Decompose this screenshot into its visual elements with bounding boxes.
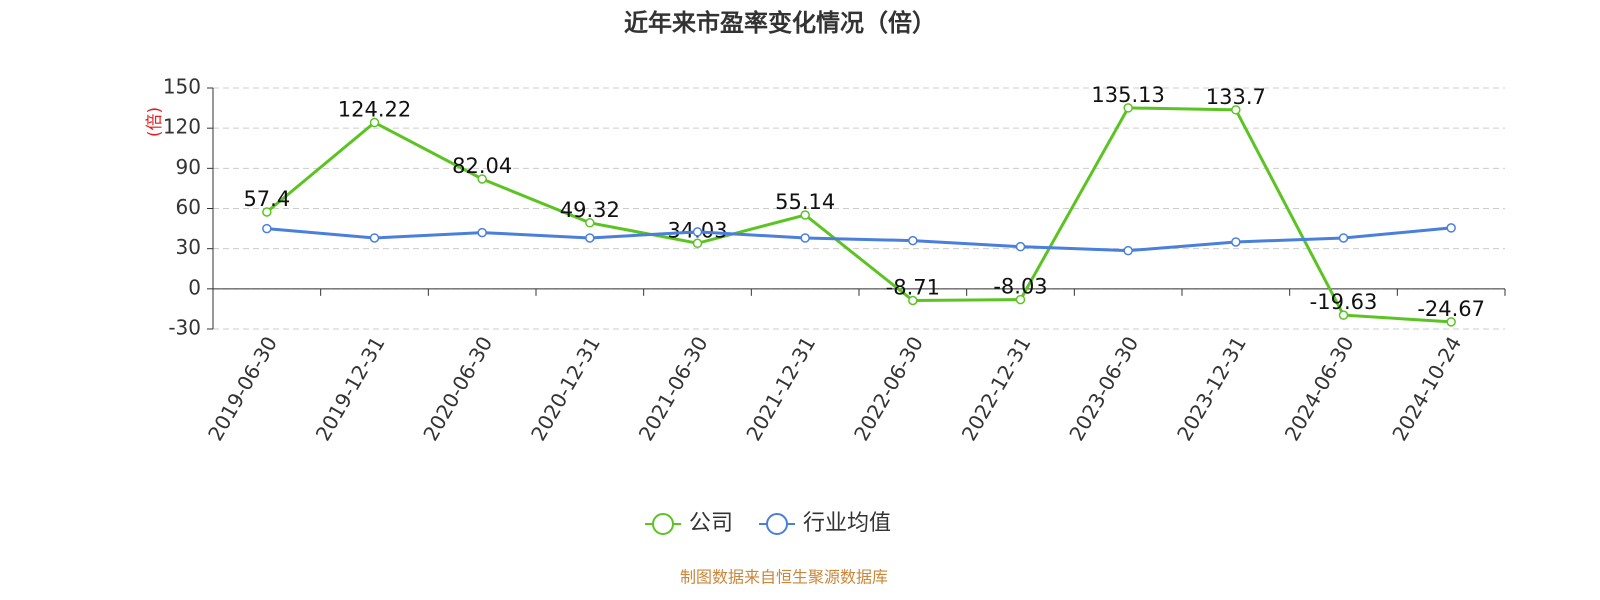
data-point xyxy=(262,207,272,217)
data-point xyxy=(1338,233,1349,243)
data-point xyxy=(585,233,595,243)
data-point xyxy=(908,235,918,246)
legend-marker xyxy=(652,513,674,535)
y-tick-label: 60 xyxy=(176,195,201,219)
y-tick-label: 30 xyxy=(176,235,201,259)
data-point xyxy=(1015,294,1026,305)
x-tick-label: 2020-12-31 xyxy=(526,332,605,445)
data-point xyxy=(1231,105,1241,115)
legend-label: 行业均值 xyxy=(803,511,891,536)
y-tick-label: 0 xyxy=(188,275,201,299)
data-point xyxy=(1446,317,1456,327)
data-label: -8.03 xyxy=(993,275,1047,299)
data-label: 49.32 xyxy=(560,198,620,222)
data-point xyxy=(1015,241,1026,252)
data-label: 55.14 xyxy=(775,190,835,214)
data-point xyxy=(908,295,918,306)
data-point xyxy=(477,174,487,184)
x-tick-label: 2022-06-30 xyxy=(849,332,928,445)
x-tick-label: 2019-12-31 xyxy=(311,332,390,445)
data-point xyxy=(692,238,703,249)
x-tick-label: 2022-12-31 xyxy=(957,332,1036,445)
data-label: -24.67 xyxy=(1417,297,1485,321)
source-note: 制图数据来自恒生聚源数据库 xyxy=(680,568,888,587)
data-label: 135.13 xyxy=(1091,83,1164,107)
data-point xyxy=(1446,223,1456,233)
x-tick-label: 2021-06-30 xyxy=(634,332,713,445)
data-label: -8.71 xyxy=(886,275,940,299)
x-tick-label: 2023-12-31 xyxy=(1172,332,1251,445)
data-label: 133.7 xyxy=(1206,85,1266,109)
x-tick-label: 2020-06-30 xyxy=(418,332,497,445)
x-tick-label: 2019-06-30 xyxy=(203,332,282,445)
y-tick-label: 150 xyxy=(163,75,201,99)
y-tick-label: 120 xyxy=(163,115,201,139)
y-tick-label: -30 xyxy=(168,316,201,340)
data-label: 82.04 xyxy=(452,154,512,178)
data-point xyxy=(1231,237,1241,247)
data-point xyxy=(1338,310,1349,320)
data-point xyxy=(692,227,703,237)
y-axis-label: (倍) xyxy=(145,107,165,137)
x-tick-label: 2023-06-30 xyxy=(1064,332,1143,445)
data-point xyxy=(262,223,272,234)
data-point xyxy=(369,233,380,243)
data-point xyxy=(800,233,810,243)
data-point xyxy=(800,210,810,220)
legend-label: 公司 xyxy=(689,511,733,536)
data-point xyxy=(369,117,380,128)
x-tick-label: 2024-10-24 xyxy=(1387,332,1466,445)
x-tick-label: 2024-06-30 xyxy=(1280,332,1359,445)
x-tick-label: 2021-12-31 xyxy=(741,332,820,445)
chart-title: 近年来市盈率变化情况（倍） xyxy=(624,9,936,37)
data-label: 124.22 xyxy=(338,98,411,122)
data-point xyxy=(1123,245,1133,256)
data-point xyxy=(1123,103,1133,113)
data-point xyxy=(585,218,595,228)
data-label: 57.4 xyxy=(243,187,290,211)
y-tick-label: 90 xyxy=(176,155,201,179)
legend-marker xyxy=(766,513,789,535)
series-line xyxy=(266,226,1452,253)
data-point xyxy=(477,227,487,238)
series-line xyxy=(265,106,1452,324)
data-label: -19.63 xyxy=(1310,290,1378,314)
